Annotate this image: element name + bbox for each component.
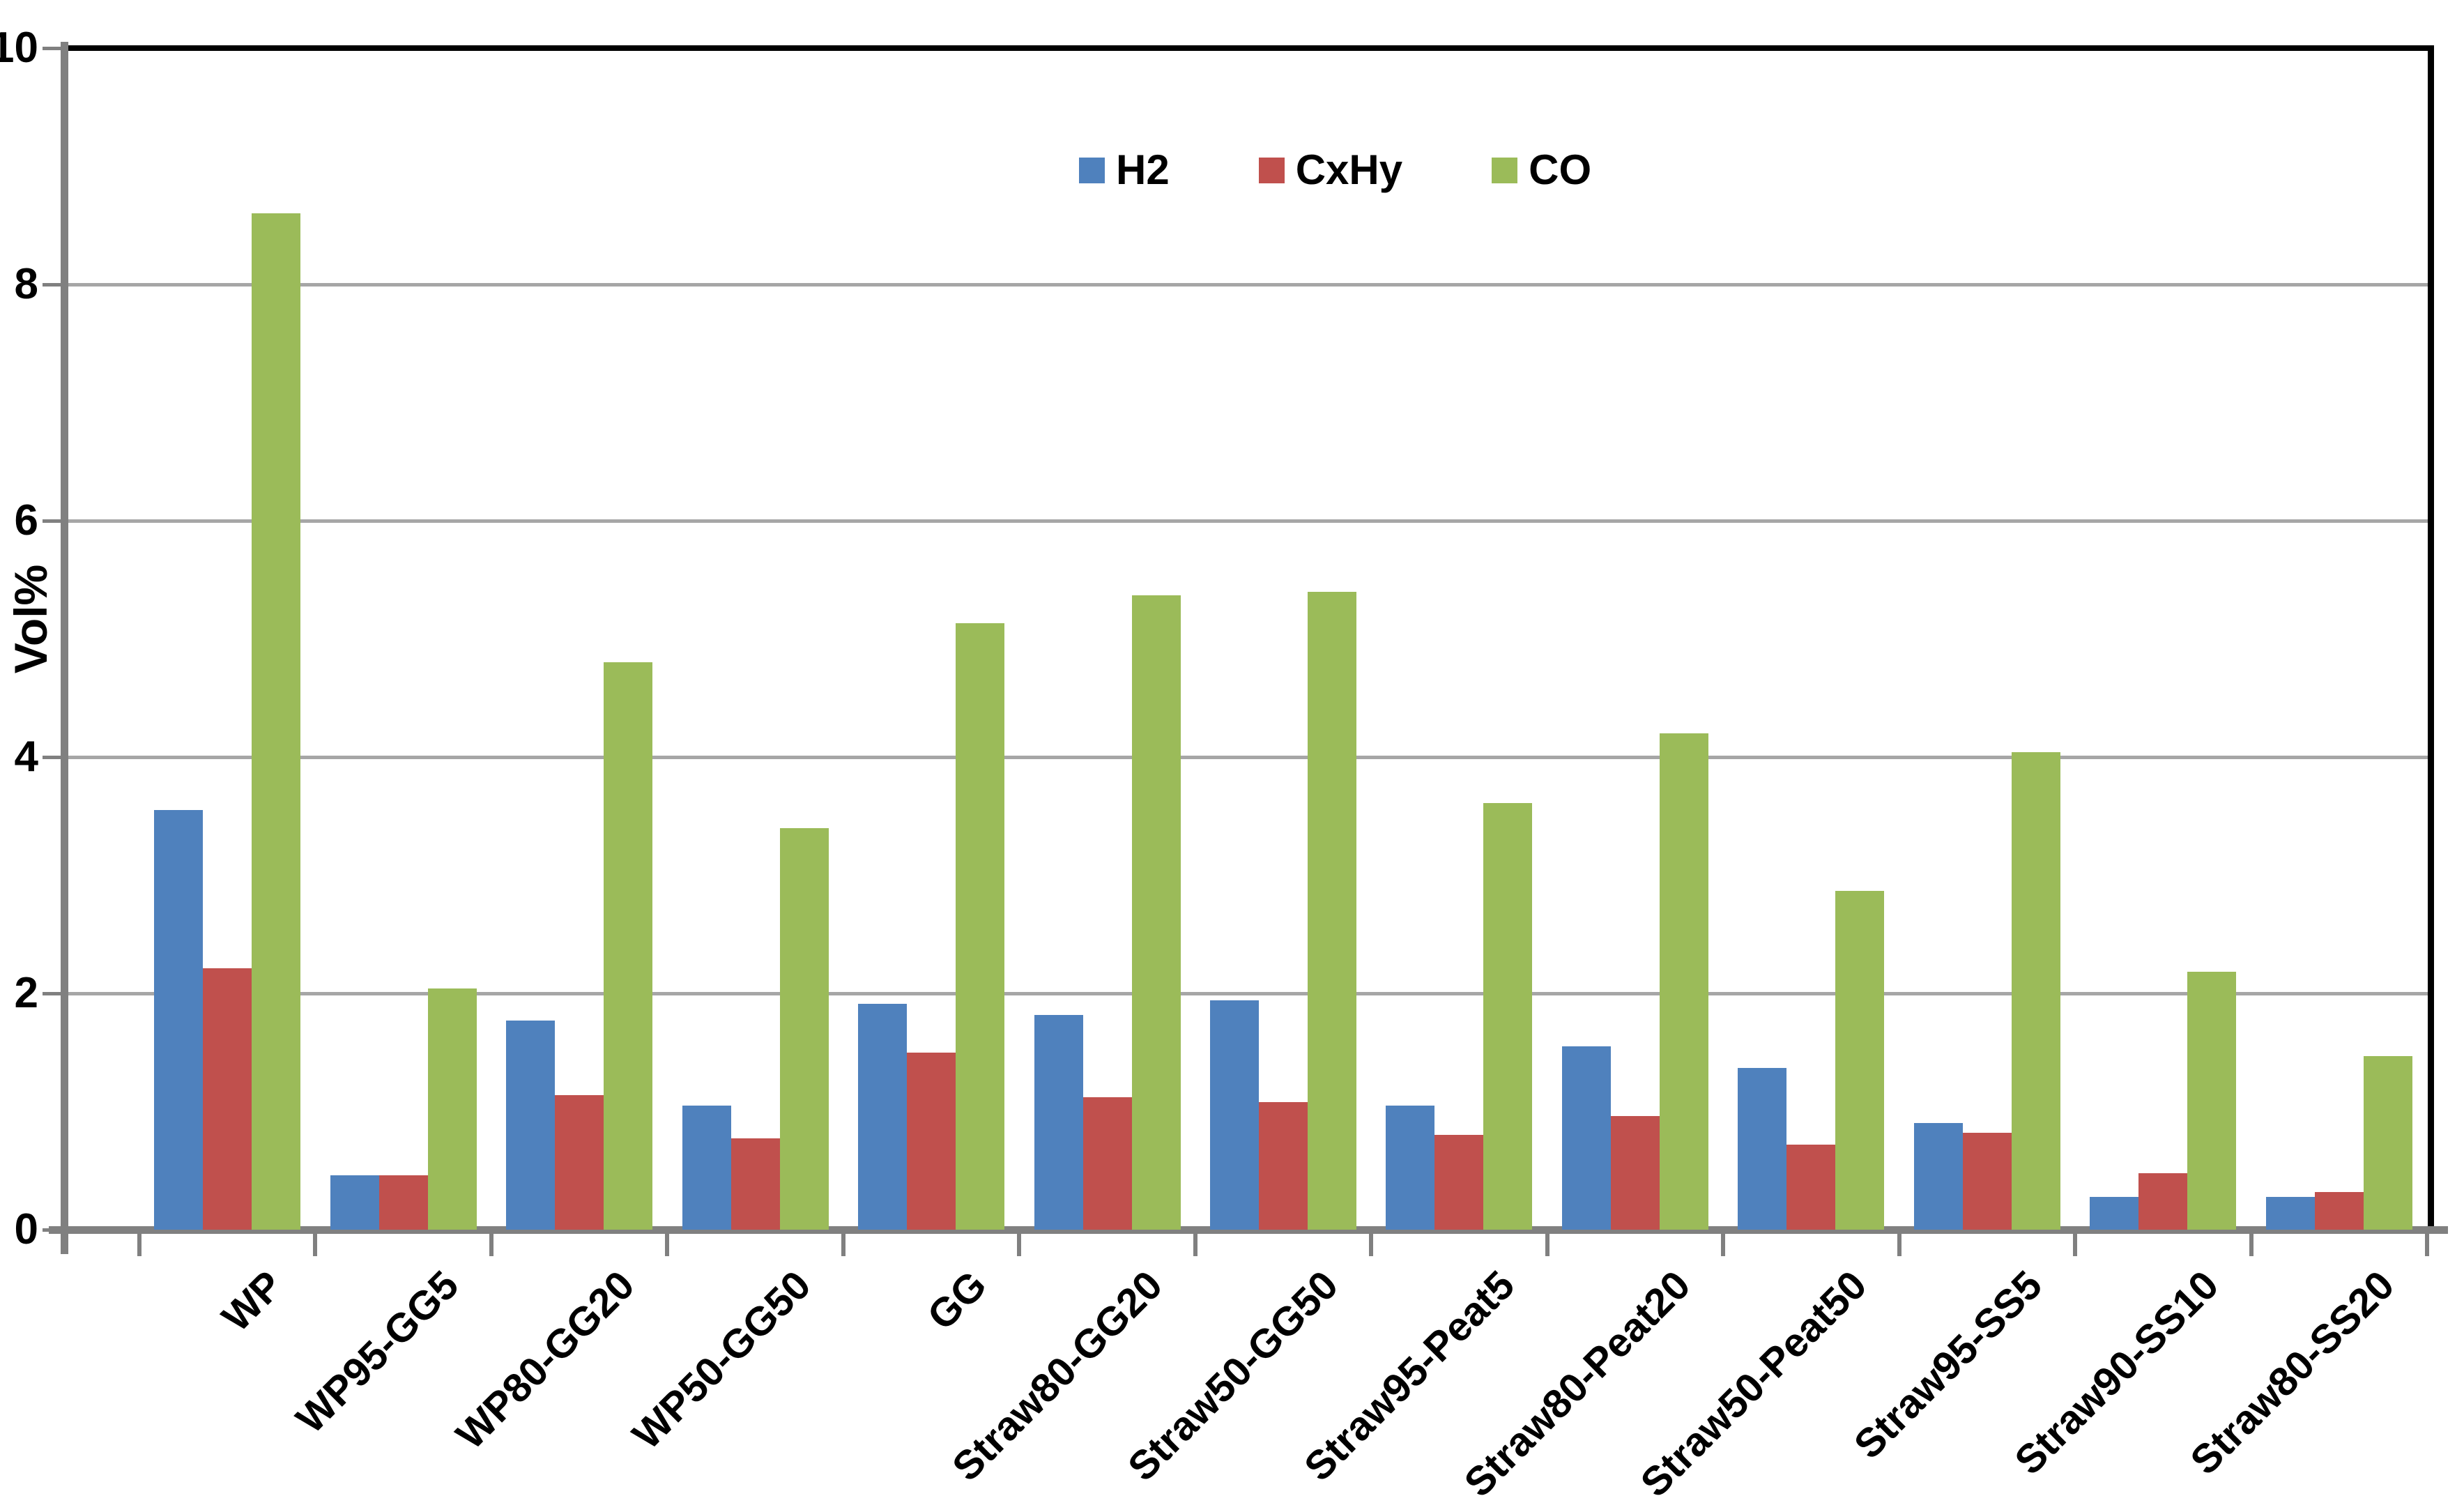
bar-cxhy-12 [2314,1191,2364,1230]
x-category-label: WP [213,1262,291,1341]
bar-co-6 [1308,591,1356,1230]
y-tick [43,519,61,523]
legend-item-cxhy: CxHy [1258,146,1403,193]
bar-h2-3 [682,1106,731,1230]
bar-h2-9 [1738,1067,1787,1230]
y-tick [43,283,61,287]
bar-co-3 [779,827,829,1230]
bar-h2-12 [2265,1196,2315,1230]
bar-h2-7 [1386,1106,1435,1230]
y-axis [61,42,68,1254]
x-tick [1897,1234,1901,1256]
x-tick [1017,1234,1022,1256]
bar-co-1 [427,988,477,1230]
x-tick [313,1234,318,1256]
gridline-y4 [66,756,2434,759]
y-tick-label: 8 [14,260,38,308]
x-tick [137,1234,141,1256]
plot-right-border [2428,48,2434,1233]
bar-co-7 [1483,803,1533,1230]
gridline-y2 [66,992,2434,995]
bar-co-11 [2187,972,2237,1230]
y-tick [43,1228,61,1232]
y-tick-label: 4 [14,733,38,781]
gridline-y8 [66,283,2434,287]
bar-cxhy-3 [730,1138,780,1230]
legend-label: CxHy [1295,146,1403,193]
x-axis [49,1226,2448,1234]
y-tick-label: 10 [0,24,38,72]
x-tick [2249,1234,2253,1256]
legend-swatch-icon [1492,157,1518,183]
y-tick-label: 6 [14,496,38,544]
bar-co-4 [956,623,1005,1230]
legend: H2 CxHy CO [1079,149,1591,191]
x-tick [1193,1234,1197,1256]
x-tick [2073,1234,2078,1256]
plot-top-border [66,45,2434,51]
x-category-label: WP95-GG5 [287,1262,468,1442]
gridline-y6 [66,519,2434,523]
x-tick [665,1234,670,1256]
legend-item-h2: H2 [1079,149,1170,191]
x-tick [1545,1234,1549,1256]
bar-h2-5 [1034,1014,1083,1230]
bar-cxhy-7 [1434,1135,1484,1230]
bar-co-9 [1835,890,1885,1230]
bar-h2-4 [858,1004,908,1230]
y-axis-title: Vol% [5,564,56,674]
bar-co-8 [1659,733,1708,1230]
bar-h2-6 [1210,1000,1259,1230]
bar-cxhy-6 [1259,1101,1308,1230]
bar-cxhy-0 [203,968,252,1230]
bar-co-0 [252,213,301,1230]
bar-h2-10 [1913,1123,1963,1230]
bar-cxhy-4 [907,1052,956,1230]
bar-co-2 [604,662,653,1230]
bar-cxhy-2 [555,1094,604,1230]
y-tick [43,47,61,50]
bar-co-10 [2011,752,2060,1230]
x-tick [1721,1234,1726,1256]
legend-swatch-icon [1079,157,1105,183]
bar-cxhy-5 [1082,1097,1132,1230]
y-tick-label: 0 [14,1205,38,1253]
x-category-label: WP80-GG20 [447,1262,643,1458]
x-tick [2425,1234,2429,1256]
bar-cxhy-8 [1610,1116,1660,1230]
y-tick [43,992,61,995]
x-tick [1369,1234,1374,1256]
bar-co-5 [1131,595,1181,1230]
x-category-label: GG [918,1262,995,1339]
y-tick-label: 2 [14,969,38,1017]
x-tick [489,1234,493,1256]
x-category-label: WP50-GG50 [623,1262,820,1458]
legend-swatch-icon [1258,157,1285,183]
bar-cxhy-10 [1962,1133,2012,1230]
bar-cxhy-11 [2138,1173,2188,1230]
legend-item-co: CO [1492,149,1591,191]
bar-h2-2 [506,1020,556,1230]
legend-label: CO [1529,146,1592,193]
bar-h2-1 [330,1175,379,1230]
bar-h2-8 [1561,1046,1611,1230]
x-tick [841,1234,845,1256]
bar-h2-0 [154,810,204,1230]
y-tick [43,756,61,759]
bar-h2-11 [2090,1196,2139,1230]
bar-cxhy-9 [1786,1144,1836,1230]
legend-label: H2 [1116,146,1170,193]
bar-cxhy-1 [378,1175,428,1230]
bar-co-12 [2363,1055,2412,1230]
